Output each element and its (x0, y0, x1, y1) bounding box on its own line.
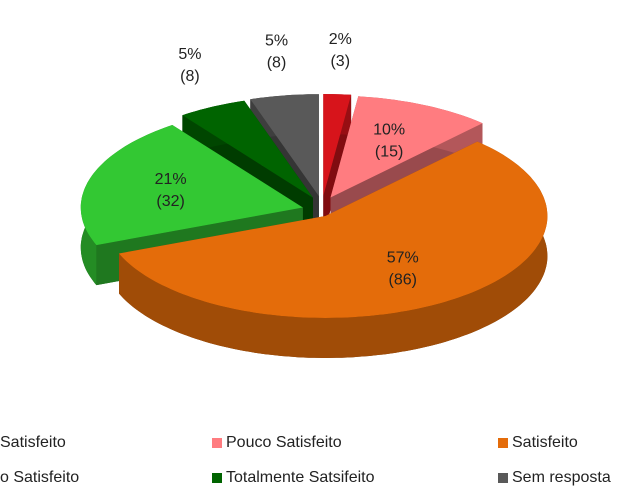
data-label: 2% (329, 31, 352, 48)
legend-label: Pouco Satisfeito (226, 434, 342, 451)
data-label-count: (8) (267, 55, 287, 72)
legend-swatch (212, 473, 222, 483)
slice (330, 96, 483, 198)
data-label-count: (32) (156, 193, 184, 210)
slice (119, 141, 548, 318)
legend-label: Satisfeito (0, 434, 66, 451)
slice-wall (119, 141, 548, 358)
legend-swatch (498, 473, 508, 483)
legend-label: Sem resposta (512, 469, 611, 486)
data-label: 5% (178, 46, 201, 63)
data-label: 5% (265, 33, 288, 50)
legend-swatch (212, 438, 222, 448)
slice (182, 100, 313, 198)
legend-label: o Satisfeito (0, 469, 79, 486)
data-label-count: (8) (180, 68, 200, 85)
data-label-count: (86) (389, 271, 417, 288)
data-label: 10% (373, 122, 405, 139)
slice (323, 94, 352, 196)
data-label-count: (3) (330, 53, 350, 70)
data-label: 57% (387, 249, 419, 266)
slice (250, 94, 319, 197)
legend-swatch (498, 438, 508, 448)
slice (80, 125, 303, 246)
data-label-count: (15) (375, 144, 403, 161)
legend-label: Totalmente Satsifeito (226, 469, 375, 486)
legend-label: Satisfeito (512, 434, 578, 451)
data-label: 21% (155, 171, 187, 188)
